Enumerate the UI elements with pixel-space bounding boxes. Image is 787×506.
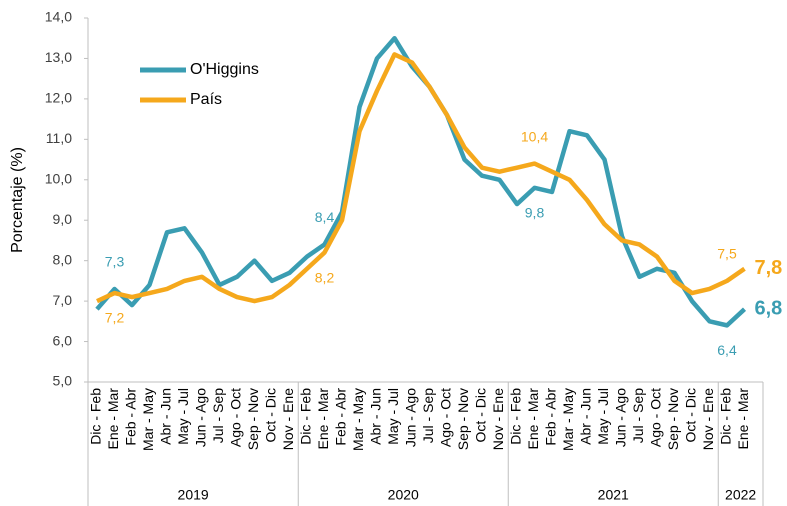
group-label: 2021: [598, 487, 629, 503]
x-tick-label: Ago - Oct: [228, 388, 244, 447]
x-tick-label: Dic - Feb: [508, 388, 524, 445]
x-tick-label: Jun - Ago: [613, 388, 629, 447]
x-tick-label: Sep - Nov: [455, 388, 471, 450]
y-tick-label: 9,0: [53, 211, 73, 227]
data-label: 6,8: [755, 297, 783, 319]
x-tick-label: Jul - Sep: [630, 388, 646, 443]
series-line: [95, 35, 747, 328]
x-tick-label: May - Jul: [385, 388, 401, 445]
y-tick-label: 5,0: [53, 373, 73, 389]
y-tick-label: 13,0: [45, 49, 72, 65]
x-tick-label: Ene - Mar: [315, 388, 331, 450]
x-tick-label: Dic - Feb: [298, 388, 314, 445]
group-label: 2019: [178, 487, 209, 503]
data-label: 10,4: [521, 128, 548, 144]
y-tick-label: 11,0: [46, 130, 72, 146]
x-tick-label: Nov - Ene: [700, 388, 716, 450]
x-tick-label: Abr - Jun: [158, 388, 174, 445]
x-tick-label: Jun - Ago: [403, 388, 419, 447]
x-tick-label: Mar - May: [350, 388, 366, 451]
x-tick-label: Sep - Nov: [245, 388, 261, 450]
x-tick-label: Oct - Dic: [473, 388, 489, 442]
x-tick-label: Ene - Mar: [525, 388, 541, 450]
y-tick-label: 12,0: [45, 90, 72, 106]
data-label: 9,8: [525, 205, 545, 221]
group-label: 2020: [388, 487, 419, 503]
data-label: 7,8: [755, 257, 783, 279]
x-tick-label: Dic - Feb: [88, 388, 104, 445]
x-tick-label: Nov - Ene: [490, 388, 506, 450]
data-label: 8,2: [315, 269, 335, 285]
group-label: 2022: [725, 487, 756, 503]
y-tick-label: 6,0: [53, 332, 73, 348]
y-tick-label: 10,0: [45, 170, 72, 186]
y-axis-label: Porcentaje (%): [9, 147, 26, 253]
x-tick-label: May - Jul: [595, 388, 611, 445]
y-tick-label: 14,0: [45, 9, 72, 25]
x-tick-label: Jun - Ago: [193, 388, 209, 447]
x-tick-label: Jul - Sep: [420, 388, 436, 443]
data-label: 7,5: [717, 246, 737, 262]
data-label: 7,2: [105, 310, 125, 326]
legend-label: O'Higgins: [190, 61, 259, 78]
x-tick-label: Mar - May: [140, 388, 156, 451]
series-line: [96, 52, 746, 304]
x-tick-label: Abr - Jun: [368, 388, 384, 445]
data-label: 8,4: [315, 209, 335, 225]
x-tick-label: Oct - Dic: [263, 388, 279, 442]
x-tick-label: May - Jul: [175, 388, 191, 445]
x-tick-label: Jul - Sep: [210, 388, 226, 443]
y-tick-label: 8,0: [53, 251, 73, 267]
x-tick-label: Ene - Mar: [105, 388, 121, 450]
legend-label: País: [190, 91, 222, 108]
x-tick-label: Feb - Abr: [123, 388, 139, 446]
data-label: 6,4: [717, 342, 737, 358]
x-tick-label: Feb - Abr: [543, 388, 559, 446]
x-tick-label: Feb - Abr: [333, 388, 349, 446]
x-tick-label: Ago - Oct: [648, 388, 664, 447]
y-tick-label: 7,0: [53, 292, 73, 308]
x-tick-label: Dic - Feb: [718, 388, 734, 445]
x-tick-label: Ene - Mar: [735, 388, 751, 450]
x-tick-label: Abr - Jun: [578, 388, 594, 445]
x-tick-label: Ago - Oct: [438, 388, 454, 447]
x-tick-label: Nov - Ene: [280, 388, 296, 450]
data-label: 7,3: [105, 254, 125, 270]
x-tick-label: Oct - Dic: [683, 388, 699, 442]
x-tick-label: Sep - Nov: [665, 388, 681, 450]
x-tick-label: Mar - May: [560, 388, 576, 451]
